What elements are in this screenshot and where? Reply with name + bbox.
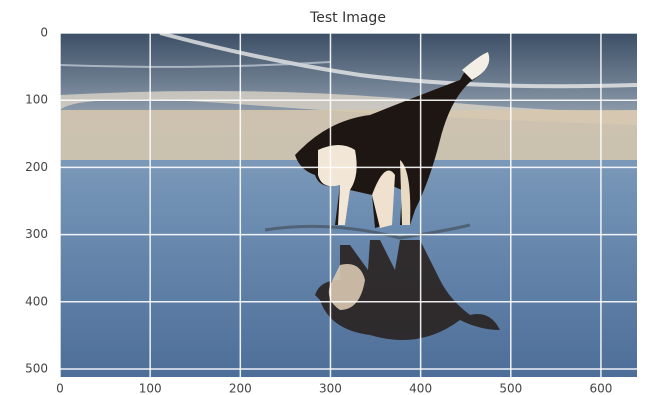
x-tick-label: 500 (499, 382, 522, 395)
y-tick-label: 0 (40, 26, 48, 40)
y-tick-label: 400 (25, 294, 48, 308)
y-tick-label: 100 (25, 93, 48, 107)
x-tick-label: 300 (319, 382, 342, 395)
chart-title: Test Image (309, 10, 386, 26)
x-tick-label: 400 (409, 382, 432, 395)
x-tick-label: 200 (229, 382, 252, 395)
y-tick-label: 300 (25, 227, 48, 241)
image (60, 33, 637, 377)
x-tick-label: 0 (56, 382, 64, 395)
y-tick-label: 500 (25, 361, 48, 375)
y-tick-label: 200 (25, 160, 48, 174)
x-tick-label: 600 (589, 382, 612, 395)
chart: Test Image 0 100 200 300 400 500 600 0 100 200 300… (0, 0, 649, 395)
x-tick-label: 100 (139, 382, 162, 395)
